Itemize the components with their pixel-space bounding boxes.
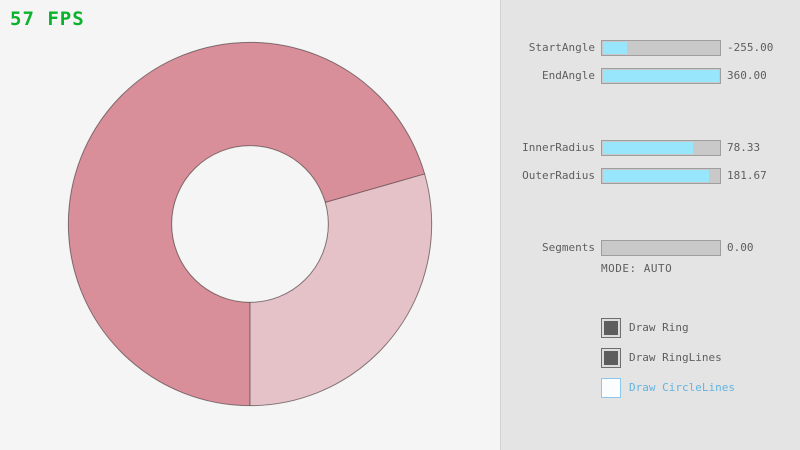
checkbox-draw-circlelines: Draw CircleLines	[601, 378, 800, 398]
checkbox-box-draw-ring[interactable]	[601, 318, 621, 338]
slider-track-outer-radius[interactable]	[601, 168, 721, 184]
slider-track-segments[interactable]	[601, 240, 721, 256]
checkbox-label-draw-circlelines: Draw CircleLines	[629, 381, 735, 394]
mode-label: MODE: AUTO	[601, 262, 673, 275]
checkbox-draw-ringlines: Draw RingLines	[601, 348, 800, 368]
slider-label-outer-radius: OuterRadius	[522, 169, 595, 182]
checkbox-box-draw-ringlines[interactable]	[601, 348, 621, 368]
checkmark-fill	[604, 321, 618, 335]
checkbox-label-draw-ringlines: Draw RingLines	[629, 351, 722, 364]
slider-row-start-angle: StartAngle -255.00	[501, 40, 800, 56]
slider-fill-end-angle	[603, 70, 719, 82]
slider-fill-outer-radius	[603, 170, 709, 182]
slider-value-segments: 0.00	[727, 241, 754, 254]
slider-row-segments: Segments 0.00	[501, 240, 800, 256]
fps-counter: 57 FPS	[10, 8, 85, 30]
slider-track-start-angle[interactable]	[601, 40, 721, 56]
control-panel: StartAngle -255.00 EndAngle 360.00 Inner…	[500, 0, 800, 450]
slider-label-inner-radius: InnerRadius	[522, 141, 595, 154]
slider-value-start-angle: -255.00	[727, 41, 774, 54]
slider-row-inner-radius: InnerRadius 78.33	[501, 140, 800, 156]
slider-row-end-angle: EndAngle 360.00	[501, 68, 800, 84]
slider-label-segments: Segments	[542, 241, 595, 254]
checkmark-fill	[604, 351, 618, 365]
slider-label-end-angle: EndAngle	[542, 69, 595, 82]
ring-graphic	[67, 41, 433, 407]
ring-canvas	[67, 41, 433, 407]
slider-fill-start-angle	[603, 42, 628, 54]
slider-value-end-angle: 360.00	[727, 69, 767, 82]
checkbox-label-draw-ring: Draw Ring	[629, 321, 689, 334]
slider-track-end-angle[interactable]	[601, 68, 721, 84]
slider-row-outer-radius: OuterRadius 181.67	[501, 168, 800, 184]
slider-fill-inner-radius	[603, 142, 694, 154]
slider-label-start-angle: StartAngle	[528, 41, 595, 54]
slider-value-inner-radius: 78.33	[727, 141, 761, 154]
checkbox-draw-ring: Draw Ring	[601, 318, 800, 338]
slider-value-outer-radius: 181.67	[727, 169, 767, 182]
slider-track-inner-radius[interactable]	[601, 140, 721, 156]
checkbox-box-draw-circlelines[interactable]	[601, 378, 621, 398]
